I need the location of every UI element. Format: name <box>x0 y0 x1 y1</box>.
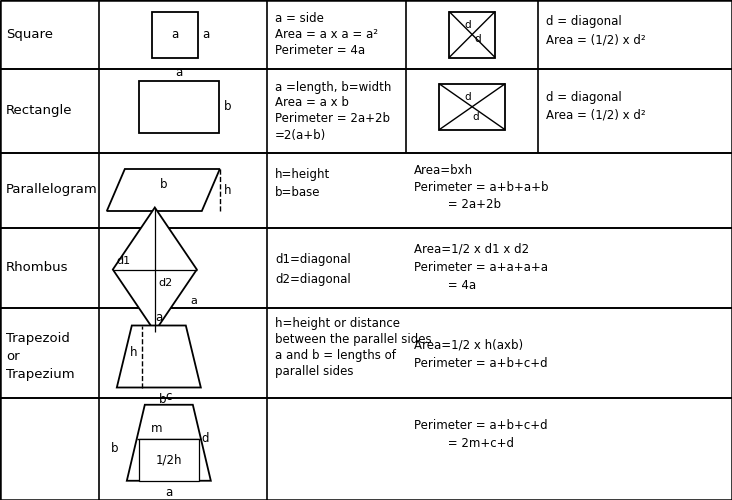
Bar <box>152 12 198 58</box>
Text: 1/2h: 1/2h <box>156 453 182 466</box>
Text: Perimeter = a+a+a+a: Perimeter = a+a+a+a <box>414 261 548 274</box>
Text: Area=bxh: Area=bxh <box>414 164 474 177</box>
Text: Perimeter = 2a+2b: Perimeter = 2a+2b <box>275 112 390 126</box>
Polygon shape <box>127 405 211 481</box>
Text: Rhombus: Rhombus <box>6 261 69 274</box>
Text: Trapezium: Trapezium <box>6 368 75 381</box>
Text: Area = (1/2) x d²: Area = (1/2) x d² <box>546 108 646 122</box>
Text: Perimeter = a+b+c+d: Perimeter = a+b+c+d <box>414 357 548 370</box>
Text: d1: d1 <box>117 256 131 266</box>
Text: a: a <box>202 28 209 41</box>
Text: d2: d2 <box>159 278 173 288</box>
Text: d: d <box>473 112 479 122</box>
Polygon shape <box>117 326 201 388</box>
Text: b=base: b=base <box>275 186 321 199</box>
Bar <box>449 12 495 58</box>
Text: b: b <box>159 393 167 406</box>
Text: d2=diagonal: d2=diagonal <box>275 273 351 286</box>
Text: = 2a+2b: = 2a+2b <box>414 198 501 211</box>
Text: h: h <box>130 346 138 359</box>
Text: = 2m+c+d: = 2m+c+d <box>414 437 515 450</box>
Text: d1=diagonal: d1=diagonal <box>275 253 351 266</box>
Text: =2(a+b): =2(a+b) <box>275 128 326 141</box>
Text: d: d <box>474 34 481 43</box>
Text: b: b <box>224 100 231 114</box>
Text: d: d <box>465 92 471 102</box>
Text: Perimeter = a+b+c+d: Perimeter = a+b+c+d <box>414 419 548 432</box>
Text: Perimeter = 4a: Perimeter = 4a <box>275 44 365 57</box>
Text: a and b = lengths of: a and b = lengths of <box>275 349 396 362</box>
Text: a = side: a = side <box>275 12 324 24</box>
Text: d = diagonal: d = diagonal <box>546 16 621 28</box>
Text: b: b <box>160 178 167 192</box>
Text: Perimeter = a+b+a+b: Perimeter = a+b+a+b <box>414 181 549 194</box>
Text: parallel sides: parallel sides <box>275 365 354 378</box>
Text: a =length, b=width: a =length, b=width <box>275 80 392 94</box>
Bar <box>139 439 199 481</box>
Bar <box>439 84 505 130</box>
Text: d: d <box>464 20 471 30</box>
Bar <box>139 80 219 132</box>
Text: Area=1/2 x h(axb): Area=1/2 x h(axb) <box>414 339 523 352</box>
Text: between the parallel sides: between the parallel sides <box>275 333 432 346</box>
Text: d: d <box>201 432 209 445</box>
Text: a: a <box>191 296 198 306</box>
Text: h=height: h=height <box>275 168 330 181</box>
Text: Parallelogram: Parallelogram <box>6 184 98 196</box>
Text: Area = (1/2) x d²: Area = (1/2) x d² <box>546 34 646 46</box>
Text: c: c <box>165 390 172 403</box>
Text: d = diagonal: d = diagonal <box>546 90 621 104</box>
Text: = 4a: = 4a <box>414 279 477 292</box>
Text: h=height or distance: h=height or distance <box>275 317 400 330</box>
Text: h: h <box>224 184 231 196</box>
Text: a: a <box>176 66 182 79</box>
Text: or: or <box>6 350 20 363</box>
Text: a: a <box>155 311 163 324</box>
Text: a: a <box>165 486 173 499</box>
Text: b: b <box>111 442 119 455</box>
Text: Area = a x b: Area = a x b <box>275 96 349 110</box>
Text: Rectangle: Rectangle <box>6 104 72 117</box>
Polygon shape <box>107 169 220 211</box>
Text: m: m <box>151 422 163 435</box>
Text: Area = a x a = a²: Area = a x a = a² <box>275 28 378 40</box>
Text: Area=1/2 x d1 x d2: Area=1/2 x d1 x d2 <box>414 243 529 256</box>
Text: Trapezoid: Trapezoid <box>6 332 70 345</box>
Text: a: a <box>171 28 179 41</box>
Polygon shape <box>113 208 197 332</box>
Text: Square: Square <box>6 28 53 41</box>
